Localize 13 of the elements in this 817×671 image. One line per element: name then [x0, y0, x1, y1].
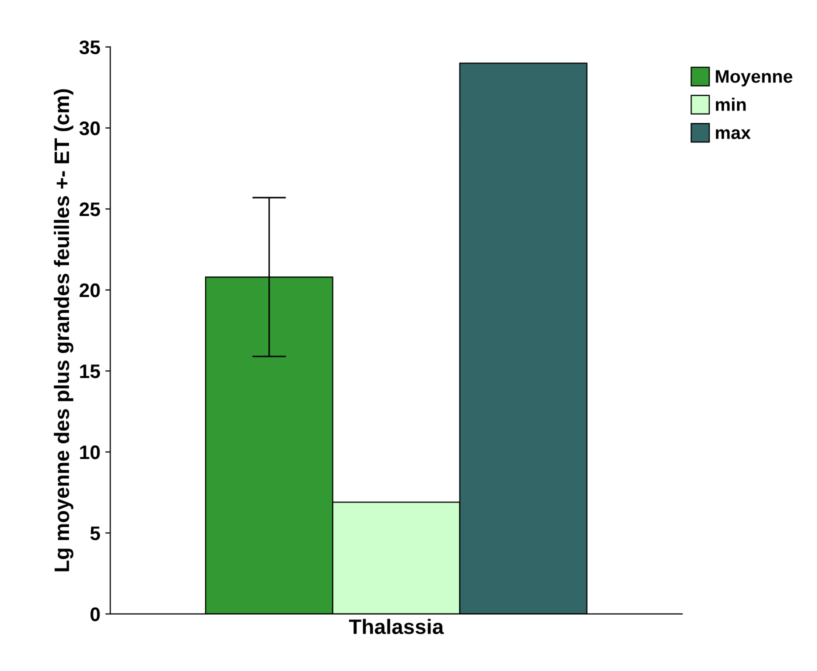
x-tick-label: Thalassia — [349, 618, 444, 634]
y-tick-label: 5 — [90, 526, 100, 540]
legend-label: max — [716, 129, 751, 140]
y-tick-label: 0 — [90, 607, 100, 622]
y-tick-label: 30 — [79, 121, 100, 136]
y-tick-label: 25 — [80, 202, 100, 216]
y-tick-label: 20 — [80, 283, 100, 298]
legend-label: Moyenne — [716, 70, 792, 86]
y-axis-title: Lg moyenne des plus grandes feuilles +- ET (cm) — [54, 89, 74, 572]
y-tick-label: 10 — [80, 445, 100, 460]
y-tick-label: 35 — [79, 40, 100, 54]
legend-label: min — [716, 98, 746, 111]
y-tick-label: 15 — [80, 364, 100, 378]
